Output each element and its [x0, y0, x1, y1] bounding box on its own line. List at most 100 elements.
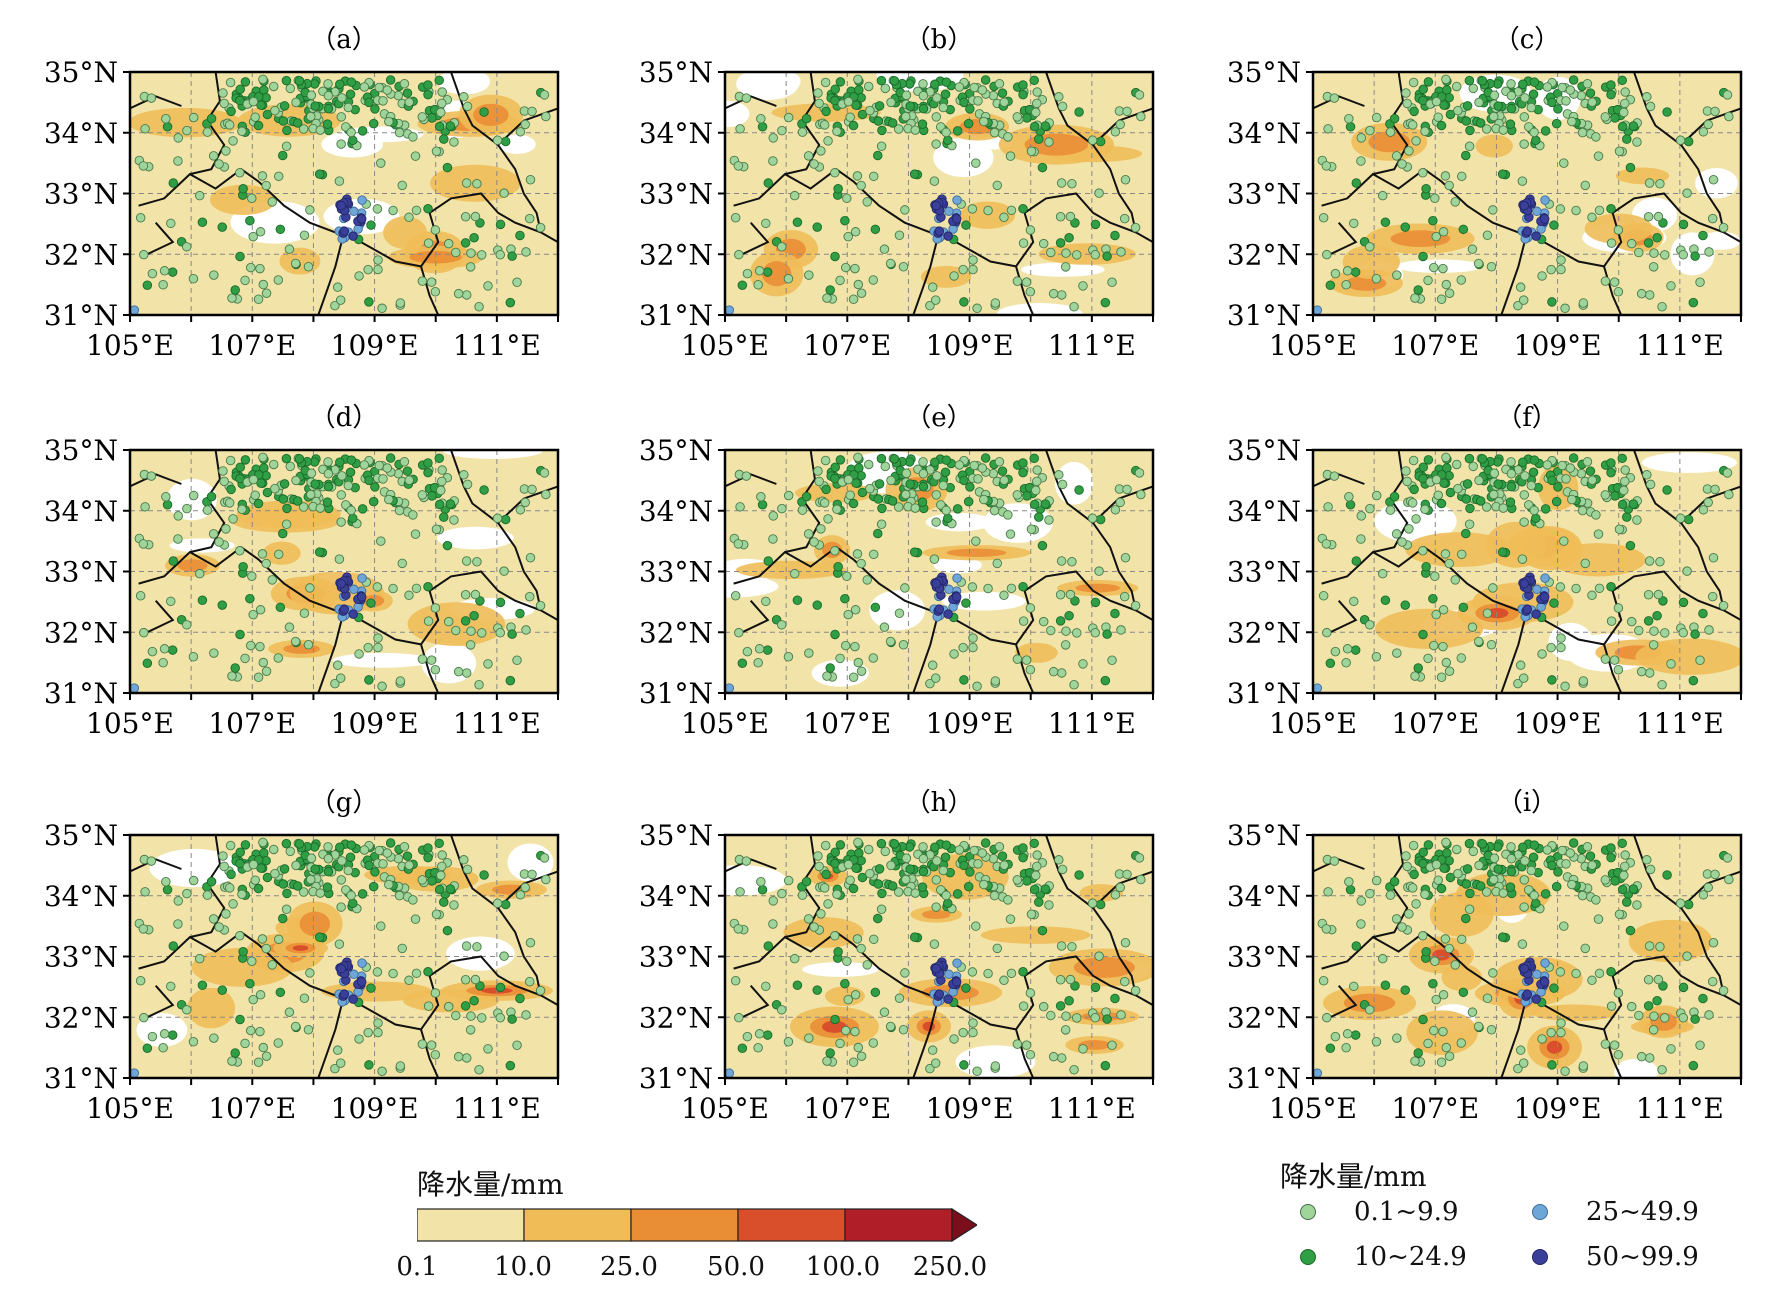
station-marker — [1688, 297, 1699, 308]
station-marker — [1481, 502, 1492, 512]
station-marker — [237, 126, 247, 137]
station-marker — [1493, 479, 1503, 489]
station-marker — [1034, 512, 1044, 522]
station-marker — [373, 255, 383, 265]
station-marker — [1356, 534, 1366, 544]
station-marker — [1528, 852, 1539, 862]
station-marker — [1110, 127, 1121, 137]
station-marker — [1441, 279, 1452, 290]
station-marker — [1031, 485, 1041, 496]
station-marker — [1540, 195, 1550, 205]
panel-label: （g） — [310, 788, 379, 818]
station-marker — [863, 459, 874, 470]
lon-tick-label: 105°E — [86, 707, 174, 740]
station-marker — [1377, 190, 1388, 201]
station-marker — [1364, 1005, 1375, 1015]
station-marker — [968, 633, 978, 643]
station-marker — [1371, 1037, 1382, 1047]
station-marker — [1555, 204, 1566, 214]
rain-blob — [1486, 607, 1509, 619]
station-marker — [1430, 193, 1440, 204]
station-marker — [336, 200, 347, 211]
station-marker — [931, 875, 942, 885]
station-marker — [1517, 939, 1528, 949]
station-marker — [1110, 890, 1121, 900]
station-marker — [1321, 539, 1332, 549]
station-marker — [182, 888, 192, 899]
station-marker — [258, 837, 268, 848]
station-marker — [1682, 566, 1692, 576]
station-marker — [472, 179, 482, 189]
province-border — [1045, 450, 1137, 611]
station-marker — [1519, 112, 1530, 122]
precip-field — [1313, 835, 1741, 1078]
station-marker — [762, 645, 773, 655]
station-marker — [1413, 285, 1423, 295]
station-marker — [472, 942, 482, 952]
station-marker — [348, 135, 358, 146]
station-marker — [1407, 498, 1418, 508]
station-marker — [1529, 505, 1539, 516]
station-marker — [219, 476, 229, 487]
station-marker — [1056, 178, 1067, 188]
lat-tick-label: 33°N — [1227, 941, 1301, 974]
station-marker — [1056, 556, 1067, 566]
station-marker — [1690, 1014, 1700, 1024]
station-marker — [364, 97, 374, 108]
station-marker — [535, 985, 546, 996]
station-marker — [1069, 301, 1079, 312]
station-marker — [278, 913, 288, 924]
station-marker — [1513, 678, 1523, 689]
station-marker — [1644, 178, 1655, 188]
station-marker — [1323, 887, 1333, 897]
station-marker — [1344, 877, 1354, 887]
station-marker — [1557, 460, 1568, 471]
station-marker — [1695, 655, 1705, 665]
station-marker — [336, 902, 346, 912]
station-marker — [1055, 974, 1066, 985]
station-marker — [255, 227, 266, 237]
station-marker — [139, 627, 149, 638]
lat-tick-label: 34°N — [1227, 495, 1301, 528]
station-marker — [1044, 515, 1054, 525]
station-marker — [1130, 600, 1141, 611]
station-marker — [1003, 132, 1013, 142]
station-marker — [322, 882, 333, 892]
lat-tick-label: 32°N — [1227, 616, 1301, 649]
station-marker — [206, 876, 217, 887]
station-marker — [1658, 981, 1668, 991]
legend-dot — [1300, 1204, 1316, 1220]
station-marker — [999, 475, 1009, 485]
panel-label: （f） — [1496, 403, 1558, 433]
station-marker — [162, 885, 173, 895]
province-border — [1603, 644, 1623, 693]
station-marker — [1540, 958, 1550, 968]
station-marker — [1401, 851, 1411, 861]
station-marker — [1600, 875, 1611, 885]
station-marker — [835, 653, 845, 664]
lat-tick-label: 31°N — [44, 299, 118, 332]
station-marker — [515, 608, 525, 619]
station-marker — [1048, 288, 1059, 299]
station-marker — [377, 303, 387, 314]
station-marker — [821, 869, 831, 880]
station-marker — [476, 250, 487, 260]
lat-tick-label: 32°N — [44, 238, 118, 271]
station-marker — [323, 457, 333, 467]
station-marker — [385, 453, 396, 463]
station-marker — [279, 479, 290, 489]
province-border — [1045, 835, 1137, 996]
station-legend-item: 25~49.9 — [1532, 1197, 1699, 1227]
province-border — [1015, 266, 1035, 315]
station-marker — [535, 222, 546, 233]
colorbar-tick: 50.0 — [707, 1252, 765, 1282]
station-marker — [394, 890, 405, 901]
station-marker — [337, 856, 347, 866]
station-marker — [850, 1026, 860, 1037]
station-marker — [1025, 665, 1036, 675]
station-marker — [1657, 679, 1667, 690]
station-marker — [1477, 839, 1488, 849]
station-marker — [209, 270, 219, 280]
lat-tick-label: 33°N — [639, 556, 713, 589]
station-marker — [843, 994, 853, 1005]
